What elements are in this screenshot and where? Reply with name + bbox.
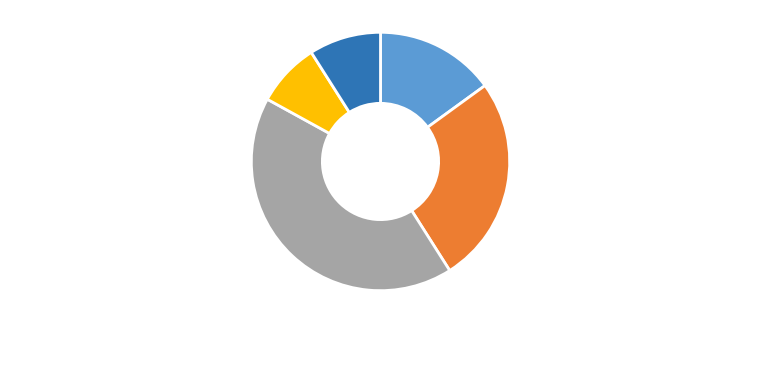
Wedge shape bbox=[412, 86, 510, 270]
Wedge shape bbox=[267, 52, 349, 134]
Wedge shape bbox=[380, 32, 485, 127]
Wedge shape bbox=[251, 99, 450, 291]
Legend: North America, Europe, Asia Pacific, Middle East & Africa, South America: North America, Europe, Asia Pacific, Mid… bbox=[76, 364, 685, 367]
Wedge shape bbox=[311, 32, 380, 112]
